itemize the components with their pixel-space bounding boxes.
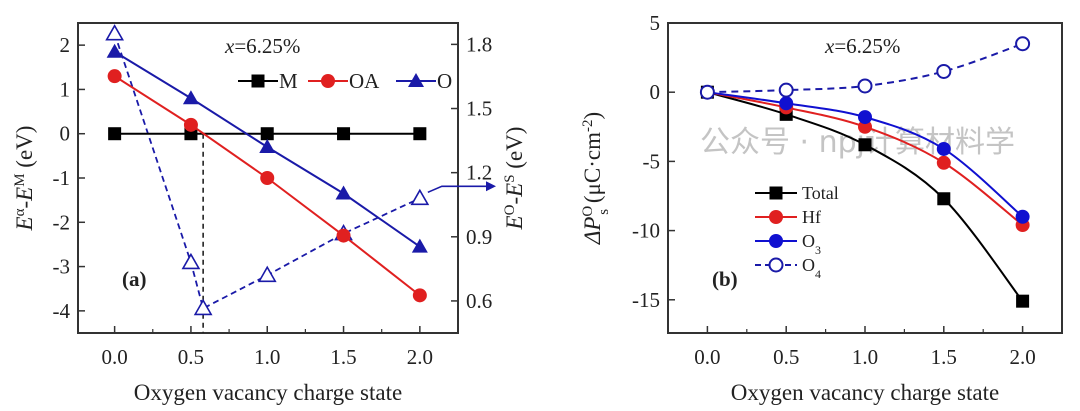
data-point-o4	[1015, 36, 1031, 52]
data-point-o	[106, 43, 123, 58]
legend: M OA O	[238, 69, 452, 93]
x-tick-label: 0.0	[694, 345, 720, 369]
legend-label: M	[279, 69, 298, 93]
legend-marker	[769, 210, 783, 224]
y-axis-label: Eα-EM (eV)	[12, 126, 37, 232]
data-point-m	[260, 127, 274, 141]
data-point-m	[413, 127, 427, 141]
data-point-eo-es	[257, 265, 277, 283]
panel-a: 0.0 0.5 1.0 1.5 2.0 2 1 0 -1 -2 -3 -4 Oxygen vacancy…	[12, 22, 527, 405]
data-point-o3	[779, 96, 794, 111]
legend-marker	[251, 74, 265, 88]
data-point-oa	[336, 228, 351, 243]
data-point-o	[411, 238, 428, 253]
legend-label: OA	[349, 69, 380, 93]
legend-marker	[768, 257, 784, 273]
y-tick-label: -5	[643, 149, 661, 173]
x-tick-label: 2.0	[1009, 345, 1035, 369]
legend-marker	[408, 73, 424, 87]
x-tick-label: 0.5	[178, 345, 204, 369]
data-point-o4	[857, 78, 873, 94]
data-point-oa	[260, 171, 275, 185]
composition-annotation: x=6.25%	[824, 34, 900, 58]
y2-axis-label: EO-ES (eV)	[502, 127, 527, 231]
x-axis-label: Oxygen vacancy charge state	[731, 380, 999, 405]
data-point-eo-es	[105, 24, 125, 41]
y2-tick-label: 1.2	[466, 161, 492, 185]
x-tick-label: 1.0	[254, 345, 280, 369]
data-point-o3	[1015, 209, 1030, 224]
y-tick-label: -1	[53, 166, 71, 190]
data-point-oa	[183, 117, 198, 132]
series-line-oa	[114, 75, 421, 297]
series-line-eo-es	[113, 33, 421, 310]
data-point-o	[182, 90, 199, 105]
x-tick-label: 0.0	[102, 345, 128, 369]
y-tick-label: -15	[632, 288, 660, 312]
legend-label: O3	[802, 231, 821, 257]
panel-label: (a)	[122, 267, 147, 291]
data-point-o	[335, 185, 352, 200]
arrow-head-icon	[486, 181, 496, 192]
data-point-total	[858, 138, 872, 152]
panel-label: (b)	[712, 267, 738, 291]
legend-label: Hf	[802, 207, 821, 227]
x-tick-label: 1.5	[931, 345, 957, 369]
x-axis-label: Oxygen vacancy charge state	[134, 380, 402, 405]
data-point-o	[259, 139, 276, 153]
panel-b: 0.0 0.5 1.0 1.5 2.0 5 0 -5 -10 -15 Oxygen vacancy …	[580, 11, 1063, 405]
legend-marker	[769, 234, 783, 248]
y2-tick-label: 0.6	[466, 289, 492, 313]
y-tick-label: 5	[650, 11, 661, 35]
data-point-o4	[778, 82, 794, 98]
y2-tick-label: 1.5	[466, 97, 492, 121]
x-tick-label: 0.5	[773, 345, 799, 369]
legend-label: O4	[802, 255, 821, 281]
data-point-eo-es	[181, 252, 201, 270]
y-tick-label: 0	[650, 80, 661, 104]
x-tick-label: 1.5	[330, 345, 356, 369]
composition-annotation: x=6.25%	[224, 34, 300, 58]
y-tick-label: 0	[60, 122, 71, 146]
y-tick-label: 1	[60, 77, 71, 101]
data-point-m	[108, 127, 122, 141]
legend-label: O	[437, 69, 452, 93]
data-point-o4	[699, 84, 715, 100]
data-point-hf	[858, 119, 872, 134]
data-point-oa	[107, 69, 122, 84]
y-tick-label: -10	[632, 219, 660, 243]
data-point-o3	[936, 141, 951, 156]
y-tick-label: -3	[53, 255, 71, 279]
data-point-total	[937, 192, 951, 206]
data-point-hf	[936, 155, 951, 170]
right-axis-arrow	[427, 185, 488, 194]
x-tick-label: 1.0	[852, 345, 878, 369]
data-point-o3	[858, 110, 872, 125]
legend-marker	[769, 186, 783, 200]
data-point-total	[1016, 294, 1030, 308]
y-tick-label: -2	[53, 210, 71, 234]
legend-marker	[321, 74, 335, 88]
data-point-eo-es	[193, 298, 213, 316]
y2-tick-label: 1.8	[466, 32, 492, 56]
x-tick-label: 2.0	[407, 345, 433, 369]
y2-tick-label: 0.9	[466, 225, 492, 249]
y-axis-label: ΔPOs (μC·cm-2)	[580, 112, 612, 245]
legend-label: Total	[802, 183, 839, 203]
y-tick-label: -4	[53, 299, 71, 323]
data-point-o4	[936, 63, 952, 79]
data-point-m	[337, 127, 351, 141]
y-tick-label: 2	[60, 33, 71, 57]
data-point-oa	[412, 288, 427, 303]
data-point-eo-es	[410, 188, 430, 206]
watermark: 公众号 · npj计算材料学	[700, 125, 1015, 160]
